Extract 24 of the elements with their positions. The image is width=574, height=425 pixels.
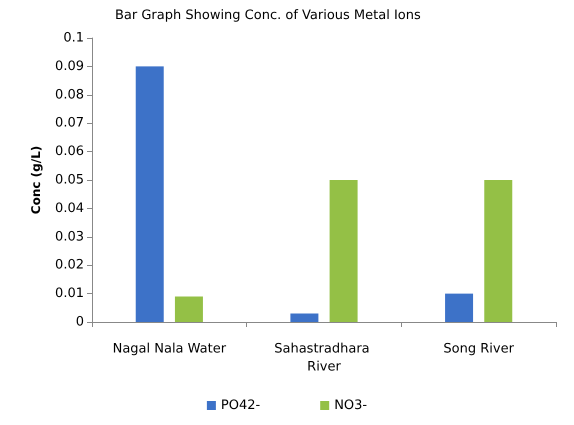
y-tick-label: 0 — [76, 314, 84, 330]
bar — [484, 180, 512, 322]
y-tick-label: 0.02 — [55, 258, 84, 273]
y-tick-label: 0.06 — [55, 144, 84, 160]
y-tick-label: 0.01 — [55, 286, 84, 302]
chart-title: Bar Graph Showing Conc. of Various Metal Ions — [115, 8, 421, 23]
x-tick-label: Sahastradhara River — [274, 342, 374, 374]
bar — [445, 294, 474, 322]
y-tick-label: 0.05 — [55, 172, 84, 188]
bar — [330, 180, 358, 322]
y-tick-label: 0.07 — [55, 116, 84, 131]
bar — [136, 66, 164, 322]
x-tick-label: Nagal Nala Water — [112, 342, 227, 356]
y-tick-label: 0.08 — [55, 87, 84, 102]
legend-label: PO42- — [220, 398, 260, 413]
bar — [290, 313, 318, 322]
y-tick-label: 0.09 — [55, 58, 84, 74]
x-tick-label: Song River — [443, 342, 515, 356]
y-tick-label: 0.03 — [55, 229, 84, 244]
y-tick-label: 0.1 — [63, 30, 84, 46]
y-tick-label: 0.04 — [55, 200, 84, 216]
bar — [174, 296, 203, 322]
y-axis-title: Conc (g/L) — [29, 146, 43, 214]
legend-label: NO3- — [334, 398, 368, 413]
